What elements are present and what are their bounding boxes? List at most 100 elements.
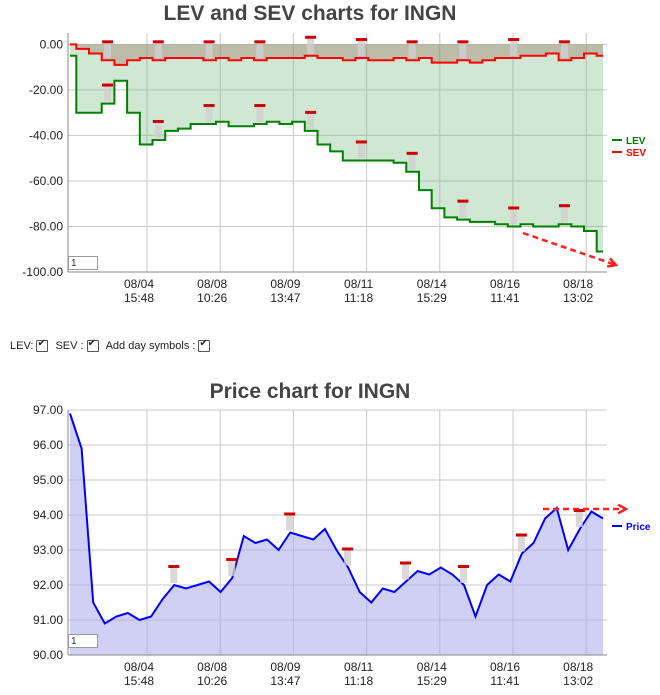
day-marker-bar xyxy=(510,40,518,57)
day-marker-cap xyxy=(355,140,367,144)
x-tick-time: 15:29 xyxy=(417,674,447,688)
axes: 97.00 96.00 95.00 94.00 93.00 92.00 91.00 90.00… xyxy=(33,403,607,688)
day-marker-cap xyxy=(284,512,296,516)
x-tick-date: 08/14 xyxy=(417,277,447,291)
y-tick-label: 96.00 xyxy=(33,438,63,452)
day-marker-cap xyxy=(457,40,469,44)
sev-checkbox[interactable] xyxy=(86,338,99,352)
day-marker-cap xyxy=(305,35,317,39)
y-tick-label: 95.00 xyxy=(33,473,63,487)
day-marker-cap xyxy=(152,119,164,123)
x-tick-time: 15:29 xyxy=(417,291,447,305)
day-marker-cap xyxy=(226,558,238,561)
x-tick-date: 08/08 xyxy=(197,660,227,674)
x-tick-time: 11:18 xyxy=(344,674,373,688)
day-marker-bar xyxy=(408,153,416,170)
day-marker-bar xyxy=(560,42,568,59)
zoom-input[interactable]: 1 xyxy=(68,634,98,648)
day-marker-bar xyxy=(307,112,315,129)
day-marker-bar xyxy=(154,121,162,138)
day-marker-cap xyxy=(254,104,266,108)
grid xyxy=(68,409,607,656)
y-tick-label: 91.00 xyxy=(33,613,63,627)
lev-checkbox[interactable] xyxy=(36,338,49,352)
y-tick-label: -100.00 xyxy=(22,265,63,279)
legend-label: Price xyxy=(626,522,651,533)
x-tick-date: 08/18 xyxy=(563,660,593,674)
x-tick-time: 11:41 xyxy=(490,674,519,688)
series-toggles: LEV: SEV : Add day symbols : xyxy=(10,338,214,352)
day-marker-bar xyxy=(402,563,410,580)
axes: 0.00 -20.00 -40.00 -60.00 -80.00 -100.00 08/04… xyxy=(22,33,607,305)
trend-arrow-head xyxy=(617,503,629,515)
day-symbols-checkbox[interactable] xyxy=(198,338,211,352)
day-markers xyxy=(102,35,570,225)
day-marker-cap xyxy=(508,206,520,210)
y-tick-label: 93.00 xyxy=(33,543,63,557)
series-line-lev xyxy=(70,54,603,253)
trend-arrow xyxy=(522,231,619,268)
series-area-price xyxy=(70,413,603,655)
day-marker-bar xyxy=(510,208,518,225)
trend-arrow-line xyxy=(522,231,617,267)
x-tick-time: 10:26 xyxy=(197,674,227,688)
day-symbols-label: Add day symbols : xyxy=(105,340,196,352)
x-tick-time: 13:02 xyxy=(563,674,593,688)
legend-label: SEV xyxy=(626,148,646,159)
x-tick-date: 08/16 xyxy=(490,660,520,674)
day-marker-cap xyxy=(515,533,527,537)
day-marker-bar xyxy=(170,567,178,583)
day-marker-cap xyxy=(168,565,180,568)
day-marker-bar xyxy=(205,42,213,59)
x-tick-time: 13:47 xyxy=(270,291,300,305)
day-marker-bar xyxy=(104,85,112,102)
x-tick-time: 15:48 xyxy=(124,674,154,688)
day-marker-cap xyxy=(457,565,469,568)
trend-arrow xyxy=(543,503,629,515)
day-marker-cap xyxy=(355,38,367,42)
day-marker-bar xyxy=(228,560,236,576)
day-marker-bar xyxy=(286,514,294,531)
x-tick-time: 11:18 xyxy=(344,291,373,305)
day-marker-cap xyxy=(406,151,418,155)
y-tick-label: -80.00 xyxy=(29,219,63,233)
series-line-price xyxy=(69,413,604,625)
x-tick-date: 08/11 xyxy=(344,277,373,291)
y-tick-label: 92.00 xyxy=(33,578,63,592)
day-marker-bar xyxy=(154,42,162,59)
x-tick-time: 10:26 xyxy=(197,291,227,305)
day-marker-bar xyxy=(344,549,352,566)
x-tick-date: 08/08 xyxy=(197,277,227,291)
x-tick-time: 13:47 xyxy=(270,674,300,688)
series-lines xyxy=(70,43,603,253)
series-lines xyxy=(69,413,604,625)
lev-sev-chart: LEV and SEV charts for INGN 0.00 -20.00 -4… xyxy=(22,2,646,305)
day-marker-cap xyxy=(203,40,215,44)
day-marker-bar xyxy=(357,40,365,57)
y-tick-label: 94.00 xyxy=(33,508,63,522)
zoom-input[interactable]: 1 xyxy=(68,256,98,270)
day-marker-bar xyxy=(256,42,264,59)
y-tick-label: -20.00 xyxy=(29,83,63,97)
y-tick-label: 90.00 xyxy=(33,648,63,662)
x-tick-date: 08/04 xyxy=(124,660,154,674)
day-marker-cap xyxy=(102,83,114,87)
legend-label: LEV xyxy=(626,136,646,147)
y-tick-label: 97.00 xyxy=(33,403,63,417)
day-marker-cap xyxy=(305,110,317,114)
day-marker-cap xyxy=(457,199,469,203)
day-marker-bar xyxy=(560,206,568,223)
y-tick-label: 0.00 xyxy=(40,37,64,51)
day-marker-bar xyxy=(104,42,112,59)
day-marker-bar xyxy=(459,42,467,59)
lev-toggle-label: LEV: xyxy=(10,340,34,352)
day-marker-bar xyxy=(256,106,264,123)
day-marker-cap xyxy=(203,104,215,108)
series-line-sev xyxy=(70,43,603,66)
day-marker-cap xyxy=(342,547,354,551)
sev-toggle-label: SEV : xyxy=(55,340,84,352)
chart-title: Price chart for INGN xyxy=(210,380,411,403)
x-tick-time: 15:48 xyxy=(124,291,154,305)
x-tick-date: 08/14 xyxy=(417,660,447,674)
day-marker-cap xyxy=(508,38,520,42)
